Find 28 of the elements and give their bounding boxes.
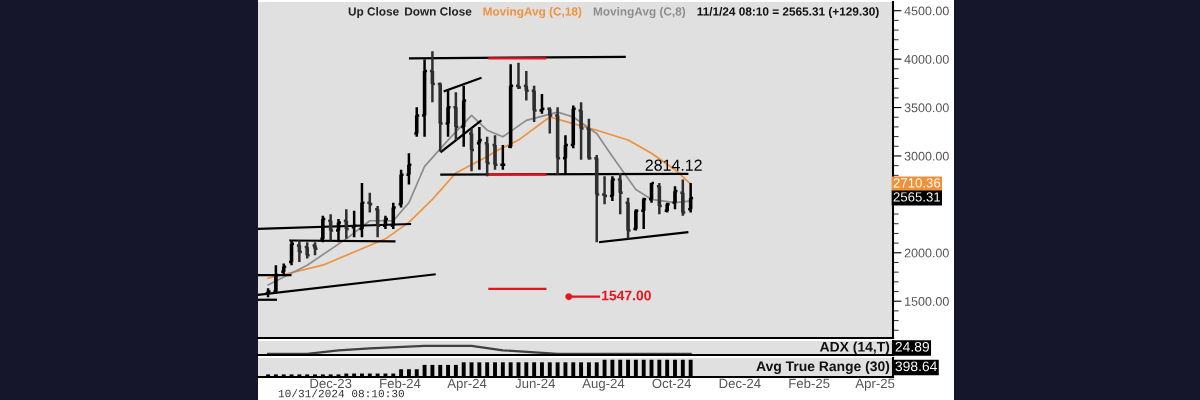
x-tick-label: Feb-24 xyxy=(380,378,421,389)
y-tick-label: 3500.00 xyxy=(904,103,949,113)
y-tick-label: 4000.00 xyxy=(904,54,949,64)
chart-title: ADX (14,T) xyxy=(819,341,890,355)
chart-title: 11/1/24 08:10 = 2565.31 (+129.30) xyxy=(697,7,879,18)
x-tick-label: Dec-23 xyxy=(310,378,352,389)
annotation: Up Close xyxy=(348,7,399,18)
x-tick-label: Feb-25 xyxy=(789,378,830,389)
text: 398.64 xyxy=(895,361,937,372)
text: 24.89 xyxy=(895,341,929,352)
x-tick-label: Jun-24 xyxy=(515,378,556,389)
y-tick-label: 3000.00 xyxy=(904,151,949,161)
x-tick-label: Apr-24 xyxy=(447,378,487,391)
y-tick-label: 1500.00 xyxy=(905,297,949,306)
x-tick-label: Dec-24 xyxy=(719,378,761,389)
text: MovingAvg (C,18) xyxy=(483,7,582,19)
chart-title: Avg True Range (30) xyxy=(756,361,890,374)
text: MovingAvg (C,8) xyxy=(593,7,686,19)
text: 2710.36 xyxy=(893,178,941,188)
x-tick-label: Apr-25 xyxy=(855,378,895,391)
text: 2565.31 xyxy=(893,192,941,202)
annotation: Down Close xyxy=(405,7,472,16)
text: 10/31/2024 08:10:30 xyxy=(278,389,404,398)
y-tick-label: 4500.00 xyxy=(904,6,949,16)
x-tick-label: Aug-24 xyxy=(582,378,625,391)
x-tick-label: Oct-24 xyxy=(652,378,692,389)
y-tick-label: 2000.00 xyxy=(904,248,949,258)
annotation: 1547.00 xyxy=(602,290,651,301)
